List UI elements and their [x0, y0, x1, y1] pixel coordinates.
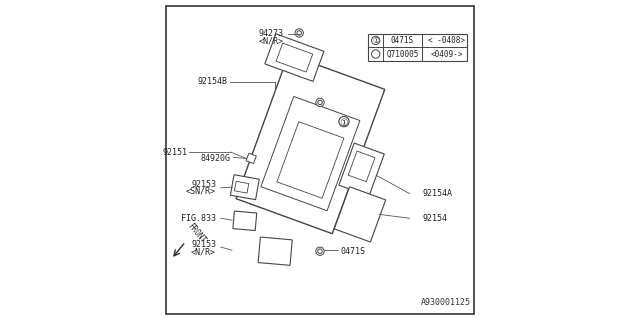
Text: < -0408>: < -0408>: [428, 36, 465, 45]
Text: ①: ①: [372, 36, 379, 45]
Circle shape: [316, 247, 324, 255]
Text: <SN/R>: <SN/R>: [186, 187, 216, 196]
Polygon shape: [258, 237, 292, 265]
Circle shape: [295, 29, 303, 37]
Text: 92154A: 92154A: [422, 189, 452, 198]
Polygon shape: [276, 43, 313, 72]
Text: 92153: 92153: [191, 180, 216, 188]
Circle shape: [317, 100, 323, 105]
Text: <0409->: <0409->: [430, 50, 463, 59]
Text: 92154: 92154: [422, 214, 447, 223]
Text: FIG.833: FIG.833: [181, 214, 216, 223]
Text: <N/R>: <N/R>: [191, 248, 216, 257]
Polygon shape: [234, 181, 249, 193]
Polygon shape: [233, 211, 257, 230]
Polygon shape: [348, 151, 375, 182]
Polygon shape: [236, 54, 385, 234]
Circle shape: [297, 31, 301, 35]
Text: ①: ①: [340, 117, 348, 128]
Bar: [368, 34, 467, 61]
Circle shape: [316, 98, 324, 107]
Circle shape: [371, 36, 380, 44]
Circle shape: [317, 249, 323, 253]
Polygon shape: [265, 34, 324, 81]
Text: 92151: 92151: [162, 148, 187, 156]
Polygon shape: [230, 175, 259, 200]
Polygon shape: [261, 96, 360, 211]
Text: 92153: 92153: [191, 240, 216, 249]
Text: Q710005: Q710005: [387, 50, 419, 59]
Text: 94273: 94273: [258, 29, 283, 38]
Text: 84920G: 84920G: [200, 154, 230, 163]
Text: 0471S: 0471S: [391, 36, 414, 45]
Polygon shape: [246, 153, 257, 164]
Text: 0471S: 0471S: [340, 247, 366, 256]
Polygon shape: [277, 122, 344, 198]
Text: <N/R>: <N/R>: [258, 36, 283, 45]
Polygon shape: [334, 187, 386, 242]
Polygon shape: [339, 143, 384, 196]
Text: A930001125: A930001125: [420, 298, 470, 307]
Circle shape: [339, 116, 349, 127]
Circle shape: [371, 50, 380, 58]
Text: FRONT: FRONT: [186, 221, 207, 245]
Text: 92154B: 92154B: [197, 77, 227, 86]
